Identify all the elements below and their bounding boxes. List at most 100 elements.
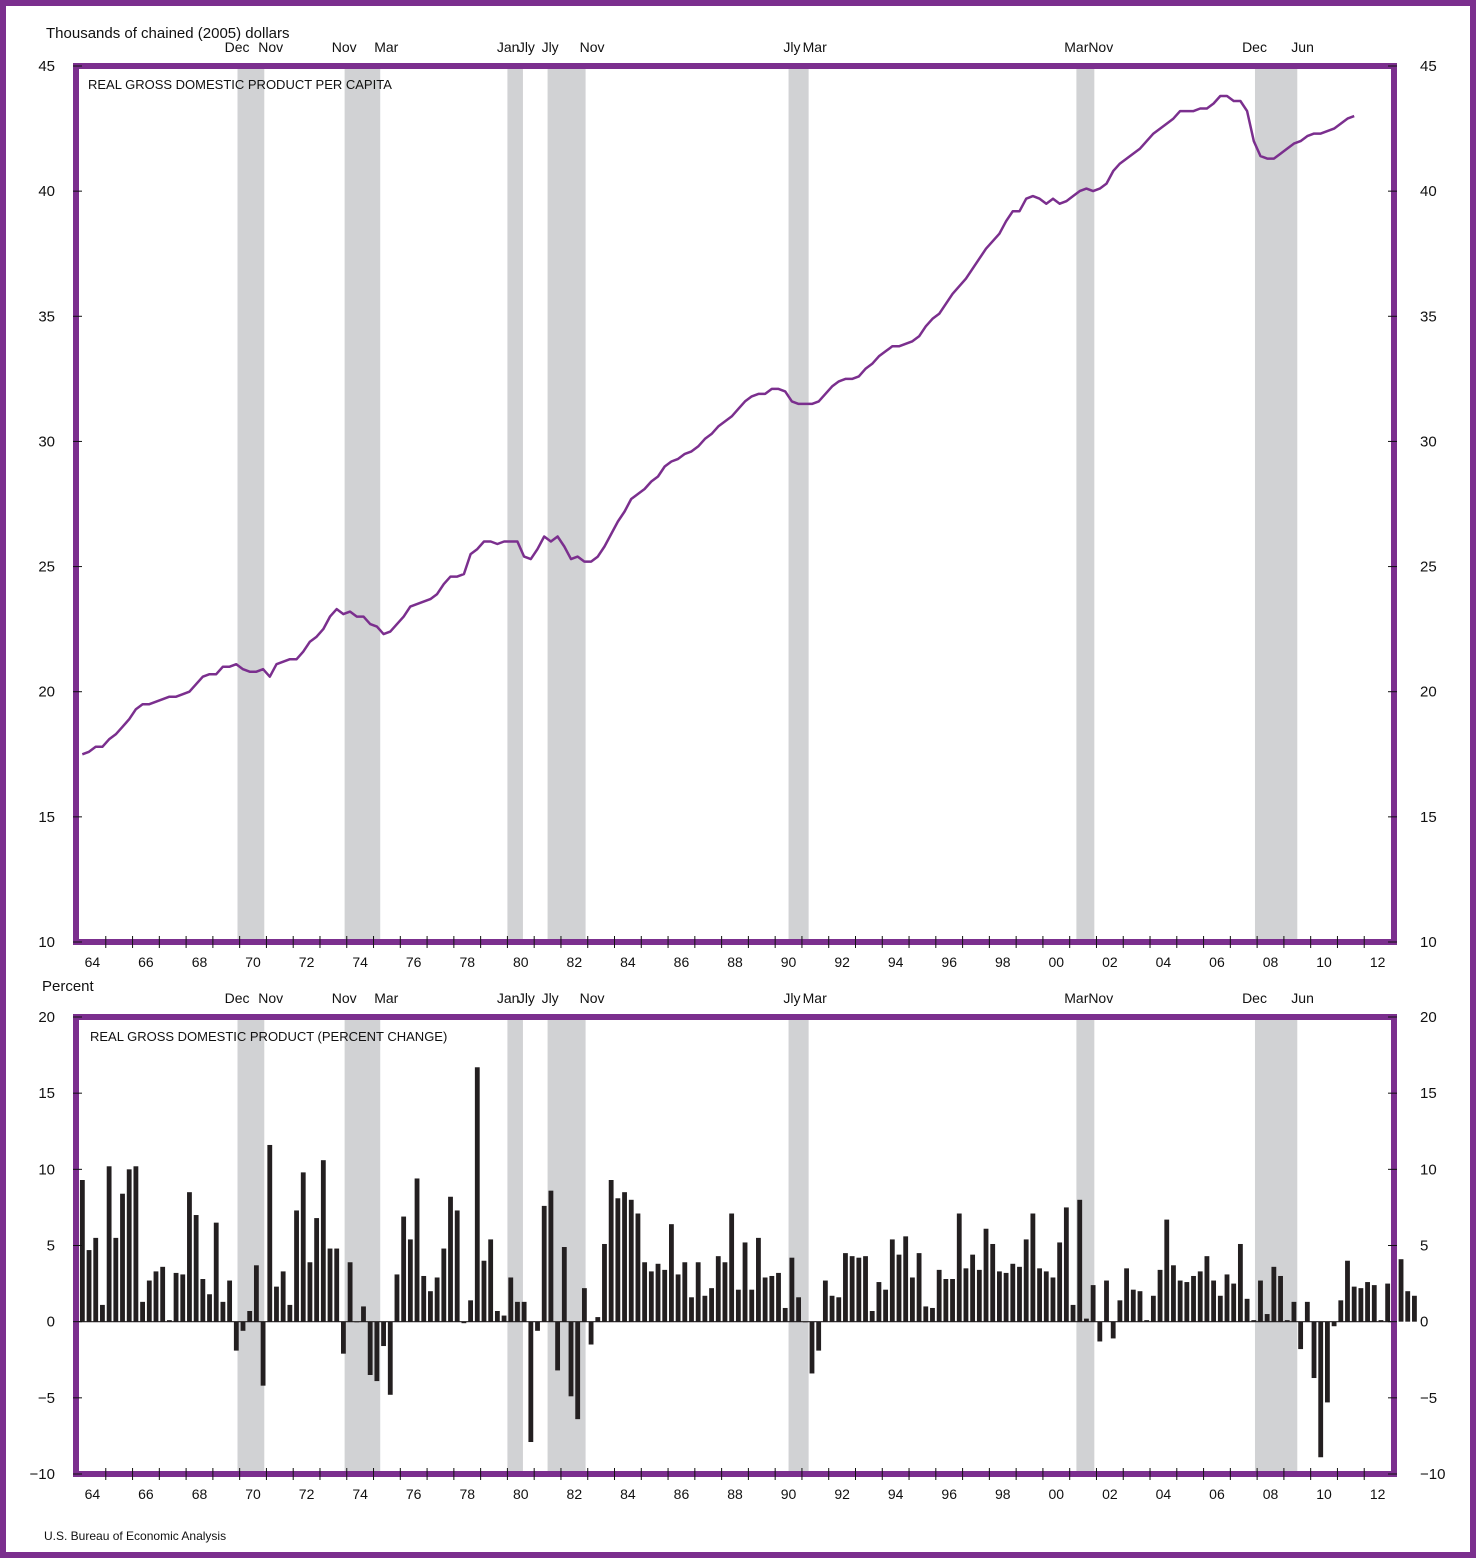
recession-bands-bottom (237, 1017, 1298, 1474)
percent-change-bars (79, 1067, 1417, 1458)
bar (836, 1297, 842, 1322)
bar (843, 1253, 848, 1322)
recession-band (788, 1017, 809, 1474)
bar (166, 1320, 172, 1322)
bar (581, 1288, 587, 1322)
x-axis-ticks-top (105, 936, 1365, 948)
bar (916, 1253, 922, 1322)
panel-top: 10 10 15 15 20 20 25 25 30 30 35 35 40 40 45 45 64 66 68 7… (38, 25, 1436, 970)
bar (1023, 1239, 1029, 1322)
bar (1030, 1213, 1036, 1322)
bar (441, 1248, 447, 1322)
bar (1003, 1272, 1009, 1322)
bar (1365, 1282, 1370, 1322)
panel-title-top: REAL GROSS DOMESTIC PRODUCT PER CAPITA (88, 77, 392, 92)
plot-border-bottom (73, 1014, 1397, 1477)
bar (789, 1257, 795, 1322)
x-tick-label: 88 (727, 1486, 743, 1502)
bar (180, 1274, 186, 1322)
x-tick-label: 70 (245, 954, 261, 970)
recession-band (507, 66, 523, 942)
bar (1084, 1318, 1089, 1322)
bar (213, 1222, 219, 1322)
bar (575, 1321, 581, 1420)
x-tick-label: 68 (192, 954, 208, 970)
bar (334, 1248, 340, 1322)
bar (401, 1216, 407, 1322)
x-tick-label: 72 (299, 954, 315, 970)
bar (729, 1213, 735, 1322)
y-tick-label-left: 20 (38, 1009, 55, 1026)
bar (1184, 1282, 1190, 1322)
bar (816, 1321, 822, 1351)
recession-month-label: Mar (1064, 990, 1088, 1006)
bar (1371, 1285, 1377, 1322)
bar (1050, 1277, 1056, 1322)
bar (756, 1237, 761, 1322)
bar (782, 1307, 788, 1322)
bar (140, 1301, 145, 1322)
x-tick-label: 66 (138, 954, 154, 970)
recession-month-label: Nov (580, 39, 605, 55)
y-tick-label-right: 25 (1420, 559, 1437, 576)
bar (494, 1311, 500, 1322)
bar (702, 1295, 708, 1322)
bar (247, 1311, 253, 1322)
bar (1017, 1266, 1022, 1322)
recession-band (1076, 66, 1095, 942)
bar (648, 1271, 654, 1322)
bar (1090, 1285, 1096, 1322)
bar (126, 1169, 132, 1322)
x-tick-label: 86 (674, 954, 690, 970)
bar (1130, 1289, 1136, 1322)
x-tick-label: 64 (85, 954, 101, 970)
bar (535, 1321, 540, 1331)
x-tick-label: 00 (1049, 1486, 1065, 1502)
bar (448, 1196, 453, 1322)
bar (1104, 1280, 1109, 1322)
y-tick-label-right: 15 (1420, 809, 1437, 826)
bar (1358, 1288, 1364, 1322)
bar (280, 1271, 286, 1322)
bar (655, 1263, 661, 1322)
bar (682, 1262, 688, 1322)
bar (876, 1282, 882, 1322)
bar (1063, 1207, 1069, 1322)
y-tick-label-right: 5 (1420, 1238, 1428, 1255)
bar (414, 1178, 420, 1322)
bar (709, 1288, 714, 1322)
x-tick-label: 72 (299, 1486, 315, 1502)
recession-band (237, 1017, 265, 1474)
bar (950, 1279, 955, 1322)
bar (1405, 1291, 1411, 1322)
x-tick-label: 08 (1263, 954, 1279, 970)
recession-band (547, 66, 586, 942)
bar (561, 1247, 567, 1322)
bar (856, 1257, 862, 1322)
recession-band (344, 1017, 381, 1474)
bar (769, 1275, 775, 1322)
bar (883, 1289, 889, 1322)
bar (776, 1272, 781, 1322)
recession-month-label: Dec (1242, 39, 1267, 55)
recession-month-label: Nov (258, 39, 283, 55)
bar (461, 1321, 467, 1324)
bar (1150, 1295, 1156, 1322)
bar (240, 1321, 246, 1331)
recession-month-label: Mar (803, 990, 827, 1006)
bar (1110, 1321, 1116, 1339)
bar (481, 1260, 487, 1322)
y-tick-label-right: 20 (1420, 684, 1437, 701)
y-tick-label-right: 30 (1420, 433, 1437, 450)
bar (233, 1321, 239, 1351)
bar (160, 1266, 166, 1322)
x-tick-label: 80 (513, 1486, 529, 1502)
bar (1291, 1301, 1297, 1322)
bar (863, 1256, 868, 1322)
bar (923, 1306, 929, 1322)
y-tick-label-left: −5 (38, 1390, 55, 1407)
bar (79, 1180, 85, 1322)
y-tick-label-left: 25 (38, 559, 55, 576)
bar (608, 1180, 614, 1322)
